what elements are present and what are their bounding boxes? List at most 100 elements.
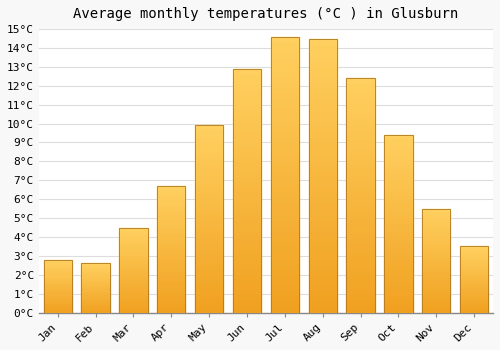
Bar (460, 306, 488, 307)
Bar (270, 285, 299, 290)
Bar (44, 272, 72, 273)
Bar (82, 304, 110, 305)
Bar (157, 300, 186, 302)
Bar (460, 302, 488, 303)
Bar (157, 237, 186, 239)
Bar (82, 271, 110, 272)
Bar (346, 102, 375, 106)
Bar (460, 285, 488, 286)
Bar (384, 135, 412, 313)
Bar (44, 287, 72, 288)
Bar (119, 287, 148, 289)
Bar (346, 280, 375, 285)
Bar (308, 214, 337, 219)
Bar (384, 241, 412, 245)
Bar (270, 86, 299, 92)
Bar (44, 278, 72, 279)
Bar (195, 268, 224, 272)
Bar (119, 277, 148, 279)
Bar (44, 280, 72, 281)
Bar (195, 290, 224, 294)
Bar (44, 264, 72, 265)
Bar (233, 284, 261, 288)
Bar (422, 217, 450, 219)
Bar (233, 239, 261, 244)
Bar (422, 267, 450, 269)
Bar (460, 275, 488, 277)
Bar (44, 283, 72, 284)
Bar (119, 267, 148, 268)
Bar (384, 195, 412, 199)
Bar (308, 280, 337, 285)
Bar (233, 176, 261, 181)
Bar (460, 254, 488, 256)
Bar (195, 219, 224, 223)
Bar (460, 295, 488, 297)
Bar (308, 197, 337, 203)
Bar (195, 234, 224, 238)
Bar (233, 205, 261, 210)
Bar (384, 135, 412, 139)
Bar (422, 294, 450, 296)
Bar (460, 294, 488, 295)
Bar (119, 243, 148, 245)
Bar (195, 309, 224, 313)
Bar (195, 155, 224, 159)
Bar (460, 278, 488, 280)
Bar (384, 146, 412, 149)
Bar (119, 234, 148, 236)
Bar (233, 293, 261, 298)
Bar (422, 209, 450, 211)
Bar (195, 125, 224, 129)
Bar (346, 289, 375, 294)
Bar (308, 274, 337, 280)
Bar (157, 234, 186, 237)
Bar (233, 166, 261, 171)
Bar (270, 186, 299, 191)
Bar (460, 293, 488, 294)
Bar (82, 281, 110, 282)
Bar (384, 135, 412, 313)
Bar (270, 197, 299, 202)
Bar (460, 262, 488, 264)
Bar (460, 286, 488, 287)
Bar (195, 178, 224, 182)
Bar (384, 284, 412, 288)
Bar (195, 294, 224, 298)
Bar (422, 302, 450, 304)
Bar (384, 192, 412, 195)
Bar (308, 181, 337, 187)
Bar (233, 152, 261, 156)
Bar (195, 223, 224, 226)
Bar (308, 258, 337, 263)
Bar (270, 263, 299, 268)
Bar (270, 302, 299, 307)
Bar (270, 48, 299, 53)
Bar (422, 230, 450, 232)
Bar (422, 228, 450, 230)
Bar (346, 125, 375, 130)
Bar (119, 304, 148, 306)
Bar (308, 110, 337, 115)
Bar (384, 181, 412, 185)
Bar (44, 275, 72, 276)
Bar (195, 152, 224, 155)
Bar (460, 274, 488, 275)
Bar (157, 257, 186, 259)
Bar (346, 266, 375, 271)
Bar (157, 290, 186, 292)
Bar (346, 163, 375, 167)
Bar (270, 158, 299, 163)
Bar (270, 136, 299, 141)
Bar (44, 260, 72, 313)
Bar (422, 306, 450, 308)
Bar (384, 270, 412, 274)
Bar (460, 289, 488, 290)
Bar (157, 201, 186, 204)
Bar (82, 297, 110, 298)
Bar (460, 282, 488, 284)
Bar (384, 248, 412, 252)
Bar (44, 282, 72, 283)
Bar (270, 70, 299, 75)
Bar (157, 189, 186, 191)
